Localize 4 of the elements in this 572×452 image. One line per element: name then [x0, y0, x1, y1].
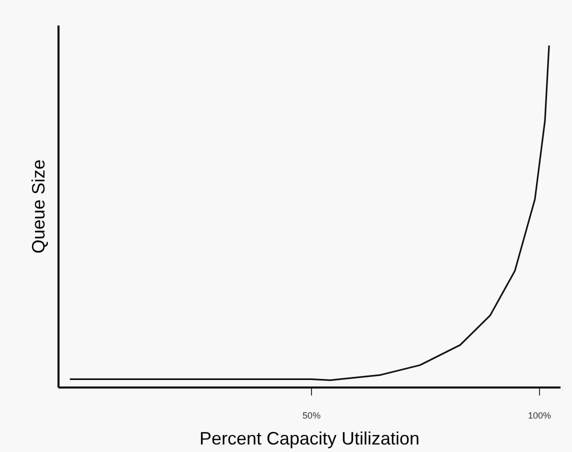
x-axis-title: Percent Capacity Utilization	[199, 428, 420, 448]
x-tick-label: 100%	[528, 410, 552, 420]
x-tick-label: 50%	[302, 410, 321, 420]
y-axis-title: Queue Size	[28, 159, 48, 254]
